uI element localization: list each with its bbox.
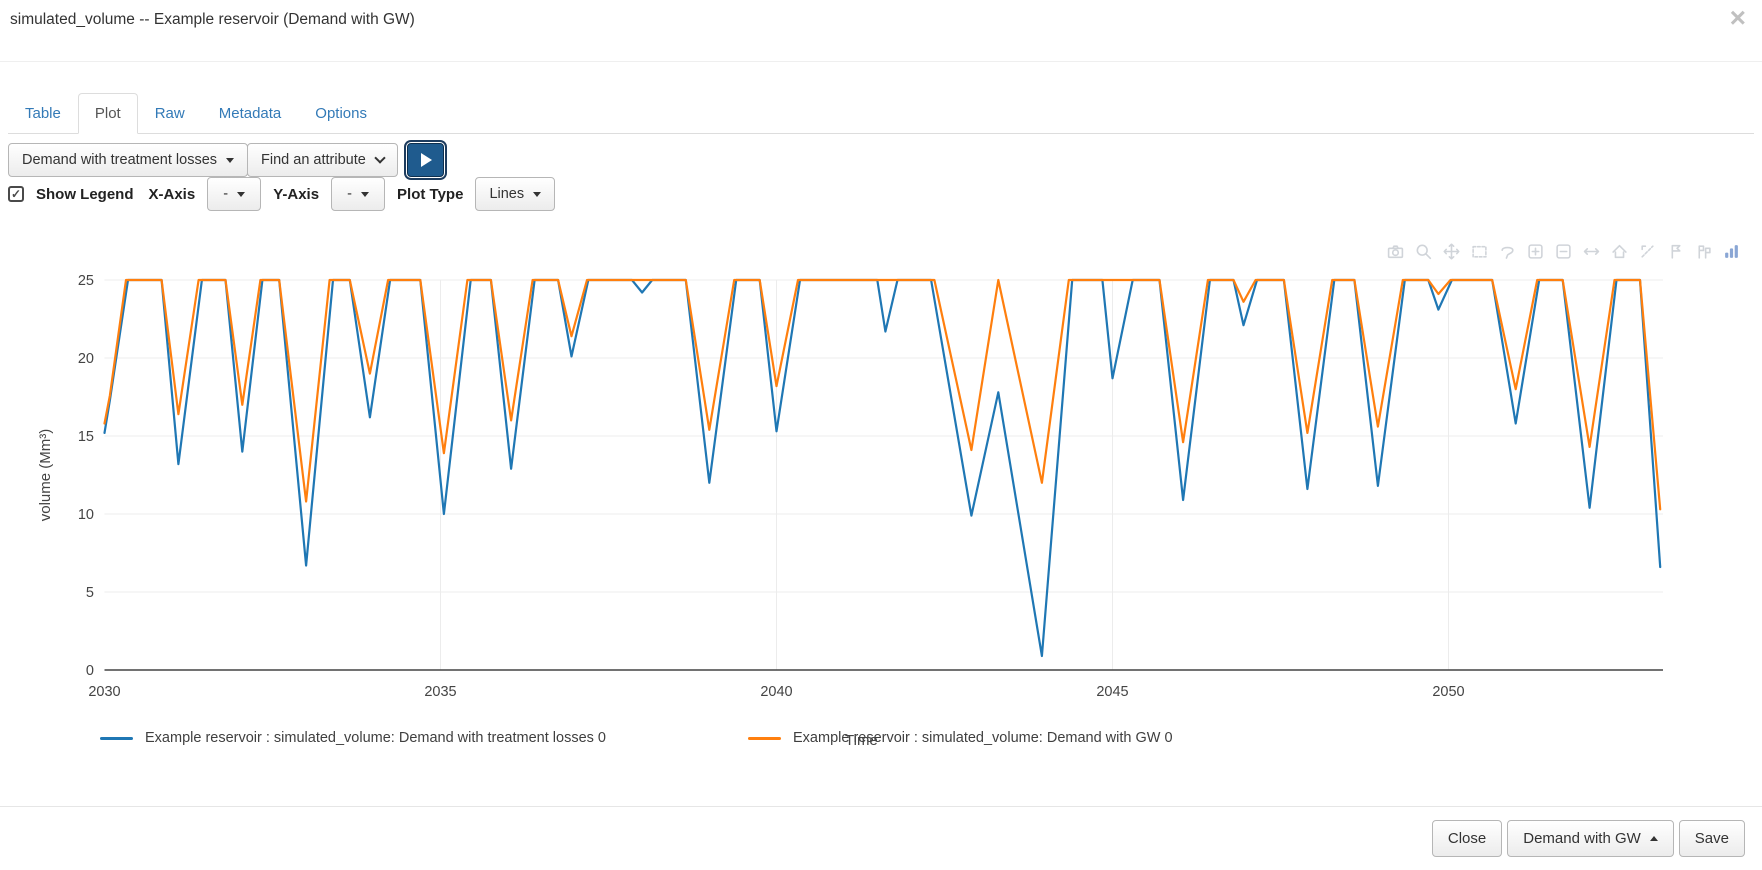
- header-divider: [0, 61, 1762, 62]
- close-button-label: Close: [1447, 830, 1487, 847]
- plot-controls: ✓ Show Legend X-Axis - Y-Axis - Plot Typ…: [8, 176, 556, 212]
- close-button[interactable]: Close: [1431, 820, 1503, 857]
- lasso-select-icon[interactable]: [1493, 240, 1521, 262]
- zoom-icon[interactable]: [1409, 240, 1437, 262]
- camera-icon[interactable]: [1381, 240, 1409, 262]
- hover-closest-icon[interactable]: [1661, 240, 1689, 262]
- attribute-dropdown-label: Find an attribute: [261, 152, 366, 168]
- y-tick-label: 5: [86, 585, 94, 601]
- attribute-dropdown[interactable]: Find an attribute: [247, 143, 398, 177]
- tab-plot[interactable]: Plot: [77, 93, 138, 134]
- y-tick-label: 15: [78, 429, 94, 445]
- caret-up-icon: [1649, 836, 1658, 841]
- x-axis-value: -: [223, 186, 229, 202]
- legend-label: Example reservoir : simulated_volume: De…: [793, 730, 1173, 746]
- caret-down-icon: [226, 157, 235, 163]
- plotly-logo-icon[interactable]: [1717, 240, 1745, 262]
- plot-type-dropdown[interactable]: Lines: [475, 177, 556, 211]
- save-button-label: Save: [1694, 830, 1729, 847]
- y-axis-label: Y-Axis: [273, 185, 320, 203]
- series-line-0: [103, 278, 1662, 658]
- toggle-spikelines-icon[interactable]: [1633, 240, 1661, 262]
- chart-legend: Example reservoir : simulated_volume: De…: [0, 728, 1762, 756]
- box-select-icon[interactable]: [1465, 240, 1493, 262]
- x-tick-label: 2035: [424, 684, 456, 700]
- x-tick-label: 2045: [1096, 684, 1128, 700]
- plot-type-value: Lines: [489, 186, 525, 202]
- tab-bar: Table Plot Raw Metadata Options: [8, 93, 1754, 134]
- chart-area: 0 5 10 15 20 25 2030 2035 2040 2045 2050 volume (Mm…: [8, 232, 1754, 712]
- modal-footer: Close Demand with GW Save: [1431, 820, 1745, 857]
- scenario-dropup-button[interactable]: Demand with GW: [1507, 820, 1674, 857]
- tab-raw[interactable]: Raw: [154, 105, 185, 122]
- x-axis-label: X-Axis: [148, 185, 196, 203]
- chevron-down-icon: [374, 152, 386, 164]
- legend-item-blue-series[interactable]: Example reservoir : simulated_volume: De…: [100, 730, 606, 746]
- plot-type-label: Plot Type: [397, 185, 464, 203]
- x-axis-title: Time: [845, 732, 878, 749]
- pan-icon[interactable]: [1437, 240, 1465, 262]
- show-legend-label: Show Legend: [36, 185, 134, 203]
- series-line-1: [103, 278, 1662, 511]
- scenario-dropdown[interactable]: Demand with treatment losses: [8, 143, 249, 177]
- legend-line-sample: [748, 736, 781, 740]
- zoom-in-icon[interactable]: [1521, 240, 1549, 262]
- legend-label: Example reservoir : simulated_volume: De…: [145, 730, 606, 746]
- legend-line-sample: [100, 736, 133, 740]
- close-icon[interactable]: ×: [1729, 2, 1746, 33]
- caret-down-icon: [533, 191, 542, 197]
- x-tick-label: 2050: [1432, 684, 1464, 700]
- hover-compare-icon[interactable]: [1689, 240, 1717, 262]
- scenario-toolbar: Demand with treatment losses Find an att…: [8, 142, 444, 178]
- caret-down-icon: [237, 191, 246, 197]
- autoscale-icon[interactable]: [1577, 240, 1605, 262]
- x-tick-label: 2030: [88, 684, 120, 700]
- tab-options[interactable]: Options: [315, 105, 367, 122]
- play-icon: [421, 153, 433, 167]
- legend-item-orange-series[interactable]: Example reservoir : simulated_volume: De…: [748, 730, 1173, 746]
- scenario-dropup-label: Demand with GW: [1523, 830, 1641, 847]
- y-axis-value: -: [347, 186, 352, 202]
- save-button[interactable]: Save: [1678, 820, 1745, 857]
- caret-down-icon: [360, 191, 369, 197]
- y-tick-label: 25: [78, 273, 94, 289]
- tab-table[interactable]: Table: [25, 105, 61, 122]
- x-axis-dropdown[interactable]: -: [207, 177, 262, 211]
- x-tick-label: 2040: [760, 684, 792, 700]
- modal-title: simulated_volume -- Example reservoir (D…: [10, 11, 415, 28]
- y-tick-label: 20: [78, 351, 94, 367]
- y-tick-label: 0: [86, 663, 94, 679]
- y-axis-dropdown[interactable]: -: [331, 177, 386, 211]
- zoom-out-icon[interactable]: [1549, 240, 1577, 262]
- scenario-dropdown-label: Demand with treatment losses: [22, 152, 218, 168]
- play-button[interactable]: [406, 143, 444, 177]
- plotly-modebar: [1381, 240, 1745, 262]
- y-tick-label: 10: [78, 507, 94, 523]
- show-legend-checkbox[interactable]: ✓: [8, 186, 24, 202]
- footer-divider: [0, 806, 1762, 807]
- reset-axes-icon[interactable]: [1605, 240, 1633, 262]
- y-axis-title: volume (Mm³): [37, 429, 54, 522]
- tab-metadata[interactable]: Metadata: [218, 105, 282, 122]
